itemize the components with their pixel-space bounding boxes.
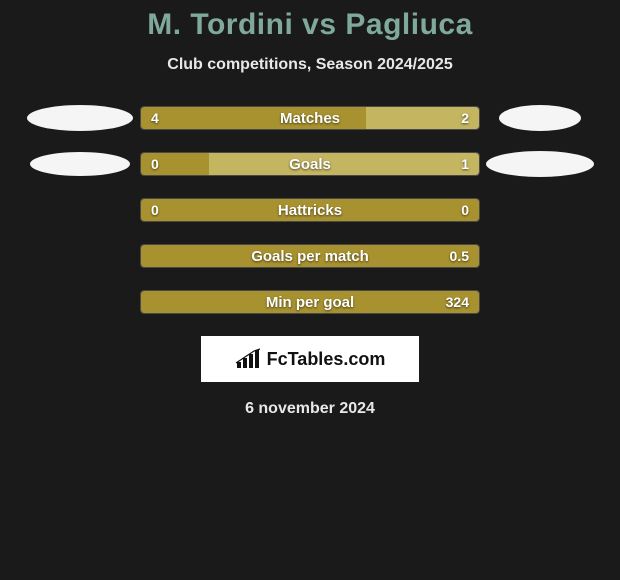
title-player-left: M. Tordini — [147, 8, 293, 41]
stat-bar: 0 1 Goals — [140, 152, 480, 176]
title-vs: vs — [302, 8, 336, 41]
stat-value-right: 0.5 — [450, 245, 469, 267]
bar-right-fill — [209, 153, 479, 175]
stat-row-matches: 4 2 Matches — [0, 106, 620, 130]
left-side — [20, 152, 140, 176]
stat-value-right: 0 — [461, 199, 469, 221]
stat-row-mpg: 324 Min per goal — [0, 290, 620, 314]
footer-date: 6 november 2024 — [0, 400, 620, 418]
bar-left-fill — [141, 107, 366, 129]
page-title: M. Tordini vs Pagliuca — [0, 8, 620, 42]
player-left-ellipse-1 — [27, 105, 133, 131]
stat-value-left: 0 — [151, 153, 159, 175]
stat-bar: 324 Min per goal — [140, 290, 480, 314]
logo-text: FcTables.com — [267, 349, 386, 370]
stat-row-gpm: 0.5 Goals per match — [0, 244, 620, 268]
bar-left-fill — [141, 291, 479, 313]
stat-value-right: 2 — [461, 107, 469, 129]
fctables-logo: FcTables.com — [201, 336, 419, 382]
stat-row-hattricks: 0 0 Hattricks — [0, 198, 620, 222]
stat-value-left: 4 — [151, 107, 159, 129]
comparison-infographic: M. Tordini vs Pagliuca Club competitions… — [0, 0, 620, 418]
stat-bar: 0 0 Hattricks — [140, 198, 480, 222]
stat-bar: 4 2 Matches — [140, 106, 480, 130]
stat-row-goals: 0 1 Goals — [0, 152, 620, 176]
right-side — [480, 105, 600, 131]
title-player-right: Pagliuca — [345, 8, 472, 41]
right-side — [480, 151, 600, 177]
left-side — [20, 105, 140, 131]
bar-left-fill — [141, 245, 479, 267]
stat-value-left: 0 — [151, 199, 159, 221]
stat-bar: 0.5 Goals per match — [140, 244, 480, 268]
player-left-ellipse-2 — [30, 152, 130, 176]
stat-value-right: 1 — [461, 153, 469, 175]
player-right-ellipse-1 — [499, 105, 581, 131]
player-right-ellipse-2 — [486, 151, 594, 177]
subtitle: Club competitions, Season 2024/2025 — [0, 56, 620, 74]
bar-left-fill — [141, 199, 479, 221]
bar-chart-icon — [235, 348, 261, 370]
stat-value-right: 324 — [446, 291, 469, 313]
